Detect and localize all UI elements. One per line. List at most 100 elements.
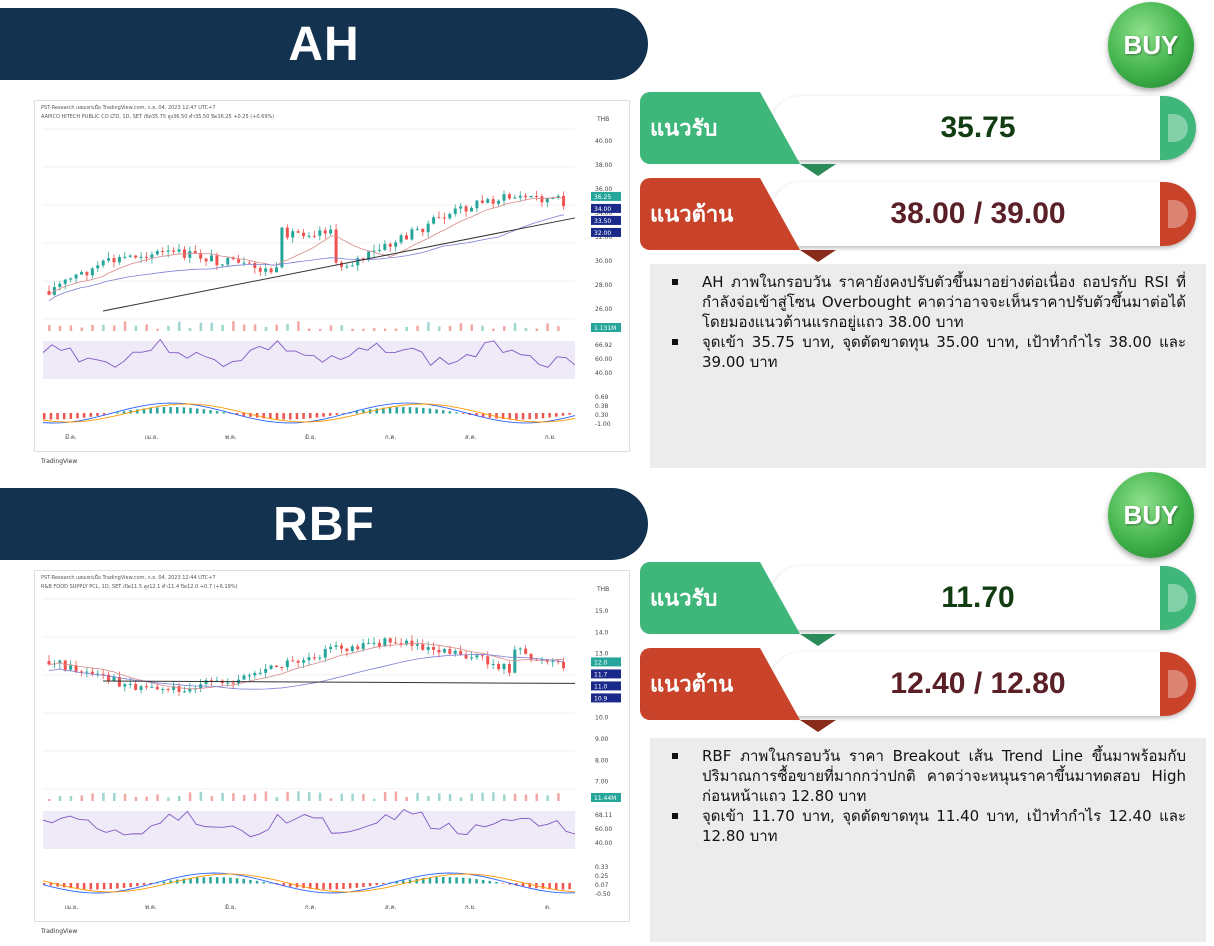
support-arrow xyxy=(800,634,836,646)
volume-bar xyxy=(438,793,441,801)
candle-body xyxy=(340,262,343,267)
candle-body xyxy=(204,258,208,262)
macd-histogram-bar xyxy=(501,413,505,419)
candle-body xyxy=(421,228,425,233)
price-tag-label: 36.25 xyxy=(594,194,611,201)
candle-body xyxy=(117,676,121,687)
candle-body xyxy=(345,266,349,268)
candle-body xyxy=(437,217,441,219)
macd-histogram-bar xyxy=(195,877,199,884)
macd-histogram-bar xyxy=(535,413,538,419)
ticker-title: AH xyxy=(288,17,360,71)
macd-histogram-bar xyxy=(202,409,206,414)
candle-body xyxy=(562,661,566,669)
x-axis-label: ก.ย. xyxy=(465,904,476,911)
rsi-tick-label: 60.00 xyxy=(595,356,612,363)
volume-bar xyxy=(48,798,51,801)
macd-histogram-bar xyxy=(189,878,192,884)
price-tick-label: 14.0 xyxy=(595,629,609,636)
support-box-rbf: แนวรับ 11.70 xyxy=(640,562,1206,646)
candle-body xyxy=(551,197,555,199)
candle-body xyxy=(258,268,262,272)
volume-bar xyxy=(340,325,343,331)
candle-body xyxy=(145,256,148,258)
x-axis-label: มิ.ย. xyxy=(305,434,316,441)
rsi-tick-label: 66.92 xyxy=(595,342,612,349)
macd-histogram-bar xyxy=(382,407,385,414)
macd-histogram-bar xyxy=(342,883,345,890)
macd-histogram-bar xyxy=(289,413,292,420)
candle-body xyxy=(193,251,197,254)
candle-body xyxy=(139,686,143,690)
price-tag xyxy=(591,657,621,667)
candle-body xyxy=(545,198,549,203)
macd-histogram-bar xyxy=(142,408,146,414)
price-tag xyxy=(591,203,621,213)
rsi-tick-label: 40.00 xyxy=(595,840,612,847)
candle-body xyxy=(318,230,322,236)
macd-histogram-bar xyxy=(89,883,93,890)
macd-histogram-bar xyxy=(169,880,172,884)
macd-histogram-bar xyxy=(262,413,265,419)
chart-source-line: PST-Research เผยแพร่เมื่อ TradingView.co… xyxy=(41,575,216,581)
macd-histogram-bar xyxy=(96,413,99,416)
candle-body xyxy=(497,663,501,670)
macd-histogram-bar xyxy=(481,413,485,417)
volume-bar xyxy=(416,325,419,331)
candle-body xyxy=(161,251,165,253)
candle-body xyxy=(280,666,284,668)
volume-bar xyxy=(492,328,495,331)
x-axis-label: มี.ค. xyxy=(65,433,77,441)
volume-bar xyxy=(178,321,181,331)
volume-bar xyxy=(524,794,528,801)
candle-body xyxy=(432,647,436,650)
candle-body xyxy=(415,644,419,646)
volume-bar xyxy=(318,792,322,801)
macd-line xyxy=(42,872,576,894)
volume-bar xyxy=(167,797,170,801)
volume-bar xyxy=(438,326,441,331)
volume-bar xyxy=(91,324,94,331)
candle-body xyxy=(464,654,468,659)
support-bar xyxy=(770,566,1196,630)
macd-histogram-bar xyxy=(442,877,445,884)
candle-body xyxy=(291,231,295,238)
price-chart-rbf: PST-Research เผยแพร่เมื่อ TradingView.co… xyxy=(34,570,630,935)
price-tick-label: 15.0 xyxy=(595,608,609,615)
candle-body xyxy=(502,664,506,670)
macd-histogram-bar xyxy=(541,883,545,889)
price-tick-label: 13.0 xyxy=(595,651,609,658)
candle-body xyxy=(145,686,148,688)
volume-tag-label: 11.44M xyxy=(594,795,616,802)
analysis-bullet: AH ภาพในกรอบวัน ราคายังคงปรับตัวขึ้นมาอย… xyxy=(672,273,1186,331)
volume-tag xyxy=(591,793,621,802)
macd-histogram-bar xyxy=(342,413,345,414)
candle-body xyxy=(453,650,457,654)
candle-body xyxy=(296,660,300,663)
macd-histogram-bar xyxy=(481,879,485,884)
volume-bar xyxy=(427,796,430,801)
resistance-label: แนวต้าน xyxy=(650,202,734,228)
macd-histogram-bar xyxy=(495,882,498,884)
volume-bar xyxy=(134,325,138,331)
volume-bar xyxy=(253,793,257,801)
candle-body xyxy=(399,235,403,243)
macd-histogram-bar xyxy=(295,413,299,420)
candle-body xyxy=(524,648,528,654)
candle-body xyxy=(394,642,398,644)
candle-body xyxy=(307,657,311,661)
volume-bar xyxy=(448,794,452,801)
macd-histogram-bar xyxy=(442,410,445,414)
macd-histogram-bar xyxy=(189,407,192,414)
price-tag-label: 12.0 xyxy=(594,659,608,666)
resistance-tag: แนวต้าน xyxy=(640,648,800,720)
candle-body xyxy=(150,254,154,258)
volume-bar xyxy=(286,323,289,331)
candle-body xyxy=(291,660,295,662)
candle-body xyxy=(377,642,381,647)
macd-signal-line xyxy=(42,403,576,423)
resistance-box-rbf: แนวต้าน 12.40 / 12.80 xyxy=(640,648,1206,732)
candle-body xyxy=(166,250,170,252)
candle-body xyxy=(280,227,284,268)
macd-tick-label: 0.25 xyxy=(595,873,609,880)
